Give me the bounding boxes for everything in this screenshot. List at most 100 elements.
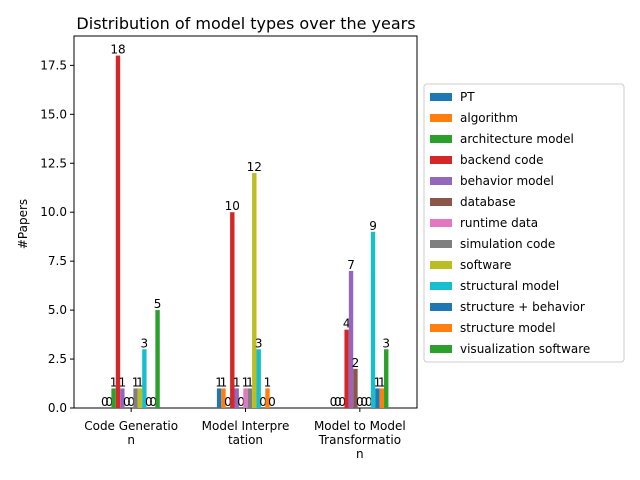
bar-value-label: 0 <box>123 395 131 409</box>
bar <box>115 55 121 408</box>
legend-swatch <box>430 324 452 332</box>
bar <box>379 388 385 408</box>
bar-value-label: 1 <box>264 375 272 389</box>
bar <box>120 388 125 408</box>
bar-value-label: 5 <box>154 297 162 311</box>
bar-value-label: 1 <box>233 375 241 389</box>
bar <box>247 388 253 408</box>
x-tick-label: Model to Model Transformatio n <box>314 419 406 461</box>
bar-value-label: 0 <box>259 395 267 409</box>
legend-box <box>423 83 625 363</box>
y-tick-label: 15.0 <box>40 107 67 121</box>
legend: PT algorithm architecture model backend cod… <box>423 83 625 363</box>
bar-value-label: 12 <box>247 160 262 174</box>
legend-entry-label: behavior model <box>460 174 554 188</box>
legend-entry-label: software <box>460 258 512 272</box>
bar <box>216 388 222 408</box>
y-tick-label: 2.5 <box>48 352 67 366</box>
legend-entry-label: structure model <box>460 321 556 335</box>
bar-value-label: 2 <box>352 356 360 370</box>
legend-entry-label: structural model <box>460 279 559 293</box>
plot-area: 0.02.55.07.510.012.515.017.5001181001130… <box>40 35 418 461</box>
bar-value-label: 0 <box>334 395 342 409</box>
bar-value-label: 4 <box>343 317 351 331</box>
bar-value-label: 0 <box>101 395 109 409</box>
legend-swatch <box>430 156 452 164</box>
legend-swatch <box>430 345 452 353</box>
bar-value-label: 3 <box>382 336 390 350</box>
legend-swatch <box>430 177 452 185</box>
bar <box>375 388 380 408</box>
legend-entry-label: runtime data <box>460 216 538 230</box>
bar <box>344 329 349 408</box>
bar <box>234 388 239 408</box>
bar-value-label: 1 <box>220 375 228 389</box>
bar-value-label: 0 <box>237 395 245 409</box>
legend-swatch <box>430 282 452 290</box>
bar <box>265 388 270 408</box>
legend-entry-label: backend code <box>460 153 543 167</box>
legend-entry-label: PT <box>460 90 475 104</box>
legend-swatch <box>430 303 452 311</box>
bar <box>142 349 147 408</box>
legend-swatch <box>430 219 452 227</box>
x-tick-label: Code Generatio n <box>84 419 178 447</box>
y-tick-label: 12.5 <box>40 156 67 170</box>
bar-value-label: 1 <box>246 375 254 389</box>
y-tick-label: 5.0 <box>48 303 67 317</box>
legend-swatch <box>430 135 452 143</box>
legend-entry-label: database <box>460 195 516 209</box>
legend-entry-label: simulation code <box>460 237 555 251</box>
bar-value-label: 3 <box>255 336 263 350</box>
bar-value-label: 18 <box>110 43 125 57</box>
legend-swatch <box>430 114 452 122</box>
legend-entry-label: algorithm <box>460 111 518 125</box>
axes-frame <box>73 35 418 409</box>
bar-value-label: 3 <box>141 336 149 350</box>
bar <box>384 349 389 408</box>
bar <box>353 368 358 408</box>
bar <box>230 212 235 408</box>
bar-value-label: 0 <box>268 395 276 409</box>
bar-value-label: 1 <box>242 375 250 389</box>
bar <box>111 388 116 408</box>
y-tick-label: 7.5 <box>48 254 67 268</box>
y-tick-label: 10.0 <box>40 205 67 219</box>
y-tick-label: 0.0 <box>48 401 67 415</box>
bar-value-label: 9 <box>369 219 377 233</box>
legend-swatch <box>430 93 452 101</box>
bar <box>137 388 143 408</box>
bar-value-label: 7 <box>347 258 355 272</box>
bar-value-label: 0 <box>149 395 157 409</box>
legend-swatch <box>430 261 452 269</box>
bar <box>221 388 226 408</box>
bar-value-label: 10 <box>225 199 240 213</box>
bar-value-label: 1 <box>378 375 386 389</box>
bar <box>133 388 138 408</box>
legend-entry-label: visualization software <box>460 342 590 356</box>
bar-value-label: 1 <box>119 375 127 389</box>
bar-value-label: 1 <box>215 375 223 389</box>
legend-entry-label: architecture model <box>460 132 574 146</box>
bar <box>348 270 354 408</box>
legend-entry-label: structure + behavior <box>460 300 585 314</box>
bar-value-label: 0 <box>356 395 364 409</box>
bar-value-label: 0 <box>145 395 153 409</box>
bar-value-label: 0 <box>338 395 346 409</box>
bar <box>252 173 257 408</box>
x-tick-label: Model Interpre tation <box>202 419 290 447</box>
bar-value-label: 0 <box>105 395 113 409</box>
bar-value-label: 0 <box>224 395 232 409</box>
bar-value-label: 0 <box>127 395 135 409</box>
y-axis-label: #Papers <box>16 199 30 249</box>
bar-value-label: 1 <box>374 375 382 389</box>
bar-value-label: 1 <box>136 375 144 389</box>
legend-swatch <box>430 240 452 248</box>
bar <box>243 388 248 408</box>
bar-value-label: 0 <box>330 395 338 409</box>
bar-value-label: 1 <box>132 375 140 389</box>
bar-value-label: 0 <box>360 395 368 409</box>
y-tick-label: 17.5 <box>40 58 67 72</box>
bar <box>370 231 376 408</box>
